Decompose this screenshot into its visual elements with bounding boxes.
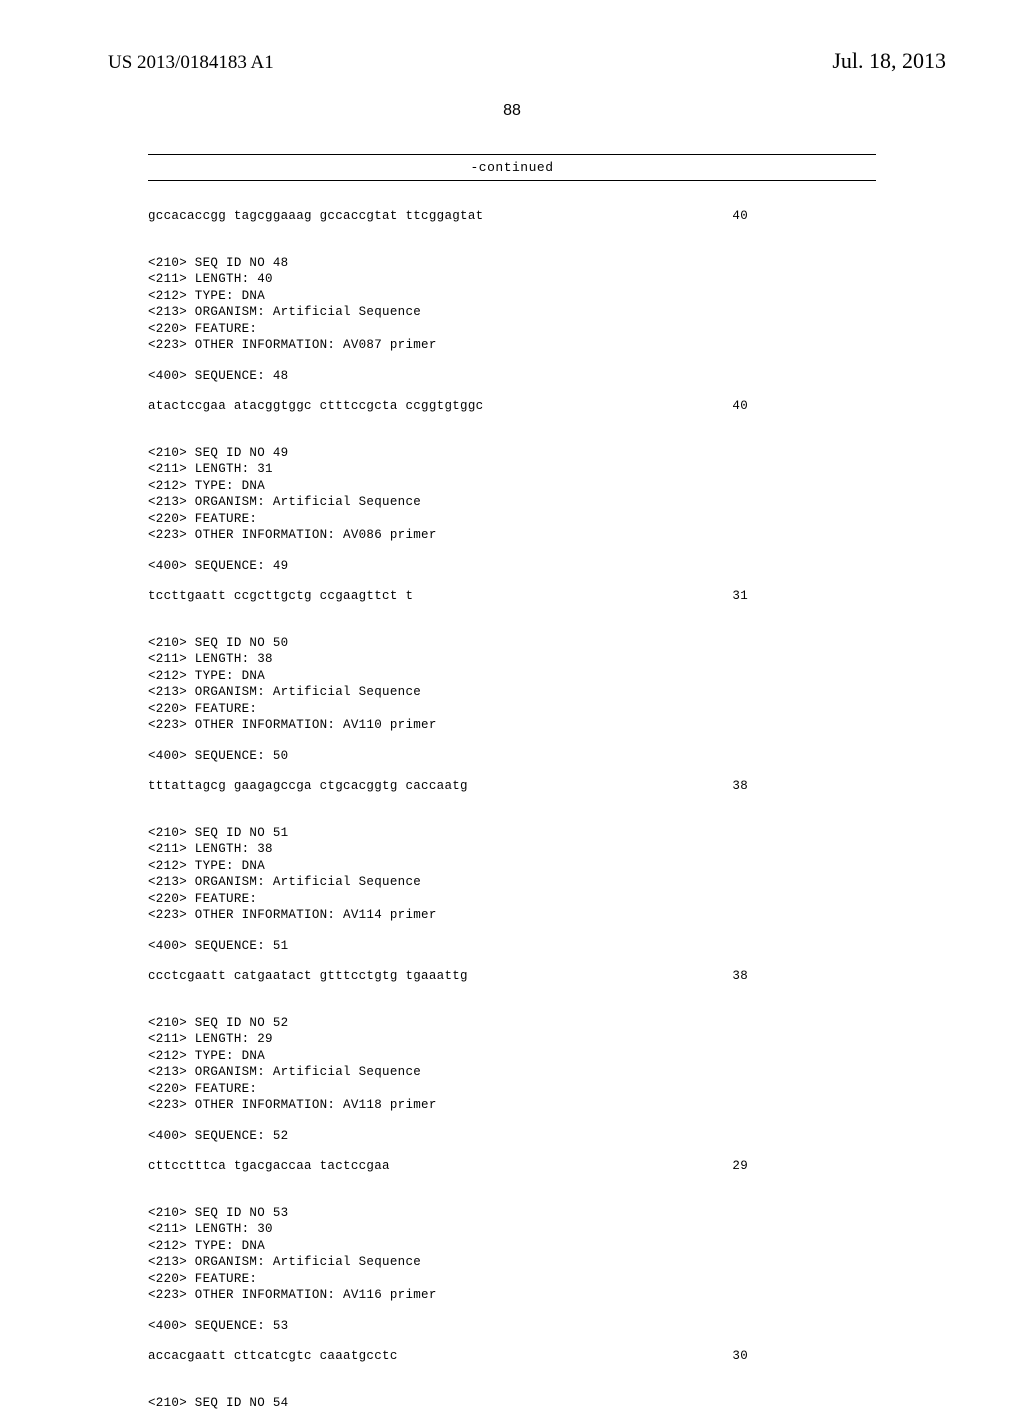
seq-header-line: <213> ORGANISM: Artificial Sequence (148, 684, 876, 701)
sequence-text: ccctcgaatt catgaatact gtttcctgtg tgaaatt… (148, 968, 468, 985)
seq-header-line: <220> FEATURE: (148, 701, 876, 718)
sequence-line: accacgaatt cttcatcgtc caaatgcctc 30 (148, 1348, 748, 1365)
seq-header-line: <223> OTHER INFORMATION: AV086 primer (148, 527, 876, 544)
seq-header-line: <211> LENGTH: 31 (148, 461, 876, 478)
sequence-listing-body: gccacaccgg tagcggaaag gccaccgtat ttcggag… (148, 208, 876, 1411)
seq-header-line: <220> FEATURE: (148, 511, 876, 528)
spacer (148, 544, 876, 558)
seq-header-line: <211> LENGTH: 40 (148, 271, 876, 288)
sequence-length: 31 (732, 588, 748, 605)
seq-header-line: <213> ORGANISM: Artificial Sequence (148, 874, 876, 891)
sequence-length: 30 (732, 1348, 748, 1365)
spacer (148, 415, 876, 445)
seq-header-line: <210> SEQ ID NO 53 (148, 1205, 876, 1222)
spacer (148, 1304, 876, 1318)
seq-header-line: <212> TYPE: DNA (148, 478, 876, 495)
spacer (148, 795, 876, 825)
seq-header-line: <213> ORGANISM: Artificial Sequence (148, 304, 876, 321)
sequence-line: tttattagcg gaagagccga ctgcacggtg caccaat… (148, 778, 748, 795)
spacer (148, 605, 876, 635)
publication-date: Jul. 18, 2013 (832, 48, 946, 74)
spacer (148, 1175, 876, 1205)
seq-header-line: <400> SEQUENCE: 50 (148, 748, 876, 765)
sequence-text: accacgaatt cttcatcgtc caaatgcctc (148, 1348, 398, 1365)
seq-header-line: <223> OTHER INFORMATION: AV087 primer (148, 337, 876, 354)
sequence-line: atactccgaa atacggtggc ctttccgcta ccggtgt… (148, 398, 748, 415)
seq-header-line: <223> OTHER INFORMATION: AV110 primer (148, 717, 876, 734)
seq-header-line: <223> OTHER INFORMATION: AV116 primer (148, 1287, 876, 1304)
publication-number: US 2013/0184183 A1 (108, 52, 274, 74)
rule-top (148, 154, 876, 155)
seq-header-line: <210> SEQ ID NO 48 (148, 255, 876, 272)
spacer (148, 764, 876, 778)
seq-header-line: <220> FEATURE: (148, 1081, 876, 1098)
seq-header-line: <220> FEATURE: (148, 891, 876, 908)
spacer (148, 1365, 876, 1395)
sequence-text: gccacaccgg tagcggaaag gccaccgtat ttcggag… (148, 208, 483, 225)
spacer (148, 354, 876, 368)
page-number: 88 (0, 102, 1024, 120)
seq-header-line: <212> TYPE: DNA (148, 1048, 876, 1065)
sequence-line: tccttgaatt ccgcttgctg ccgaagttct t 31 (148, 588, 748, 605)
spacer (148, 225, 876, 255)
sequence-length: 40 (732, 398, 748, 415)
sequence-text: atactccgaa atacggtggc ctttccgcta ccggtgt… (148, 398, 483, 415)
spacer (148, 574, 876, 588)
spacer (148, 1334, 876, 1348)
sequence-text: cttcctttca tgacgaccaa tactccgaa (148, 1158, 390, 1175)
seq-header-line: <400> SEQUENCE: 52 (148, 1128, 876, 1145)
sequence-length: 38 (732, 968, 748, 985)
sequence-line: cttcctttca tgacgaccaa tactccgaa 29 (148, 1158, 748, 1175)
seq-header-line: <210> SEQ ID NO 49 (148, 445, 876, 462)
seq-header-line: <400> SEQUENCE: 49 (148, 558, 876, 575)
seq-header-line: <220> FEATURE: (148, 321, 876, 338)
sequence-length: 40 (732, 208, 748, 225)
seq-header-line: <212> TYPE: DNA (148, 1238, 876, 1255)
seq-header-line: <400> SEQUENCE: 51 (148, 938, 876, 955)
seq-header-line: <223> OTHER INFORMATION: AV114 primer (148, 907, 876, 924)
seq-header-line: <213> ORGANISM: Artificial Sequence (148, 1254, 876, 1271)
seq-header-line: <212> TYPE: DNA (148, 668, 876, 685)
sequence-line: gccacaccgg tagcggaaag gccaccgtat ttcggag… (148, 208, 748, 225)
sequence-line: ccctcgaatt catgaatact gtttcctgtg tgaaatt… (148, 968, 748, 985)
seq-header-line: <210> SEQ ID NO 50 (148, 635, 876, 652)
spacer (148, 954, 876, 968)
seq-header-line: <211> LENGTH: 29 (148, 1031, 876, 1048)
spacer (148, 1144, 876, 1158)
seq-header-line: <213> ORGANISM: Artificial Sequence (148, 494, 876, 511)
seq-header-line: <400> SEQUENCE: 48 (148, 368, 876, 385)
seq-header-line: <212> TYPE: DNA (148, 288, 876, 305)
seq-header-line: <212> TYPE: DNA (148, 858, 876, 875)
spacer (148, 924, 876, 938)
seq-header-line: <211> LENGTH: 38 (148, 841, 876, 858)
sequence-text: tccttgaatt ccgcttgctg ccgaagttct t (148, 588, 413, 605)
spacer (148, 384, 876, 398)
sequence-text: tttattagcg gaagagccga ctgcacggtg caccaat… (148, 778, 468, 795)
seq-header-line: <210> SEQ ID NO 52 (148, 1015, 876, 1032)
seq-header-line: <223> OTHER INFORMATION: AV118 primer (148, 1097, 876, 1114)
continued-label: -continued (0, 160, 1024, 175)
seq-header-line: <211> LENGTH: 38 (148, 651, 876, 668)
spacer (148, 985, 876, 1015)
seq-header-line: <213> ORGANISM: Artificial Sequence (148, 1064, 876, 1081)
spacer (148, 734, 876, 748)
spacer (148, 1114, 876, 1128)
seq-header-line: <211> LENGTH: 30 (148, 1221, 876, 1238)
rule-bottom (148, 180, 876, 181)
sequence-length: 29 (732, 1158, 748, 1175)
sequence-length: 38 (732, 778, 748, 795)
seq-header-line: <220> FEATURE: (148, 1271, 876, 1288)
page-header: US 2013/0184183 A1 Jul. 18, 2013 (0, 48, 1024, 74)
seq-header-line: <210> SEQ ID NO 51 (148, 825, 876, 842)
seq-header-line: <210> SEQ ID NO 54 (148, 1395, 876, 1411)
